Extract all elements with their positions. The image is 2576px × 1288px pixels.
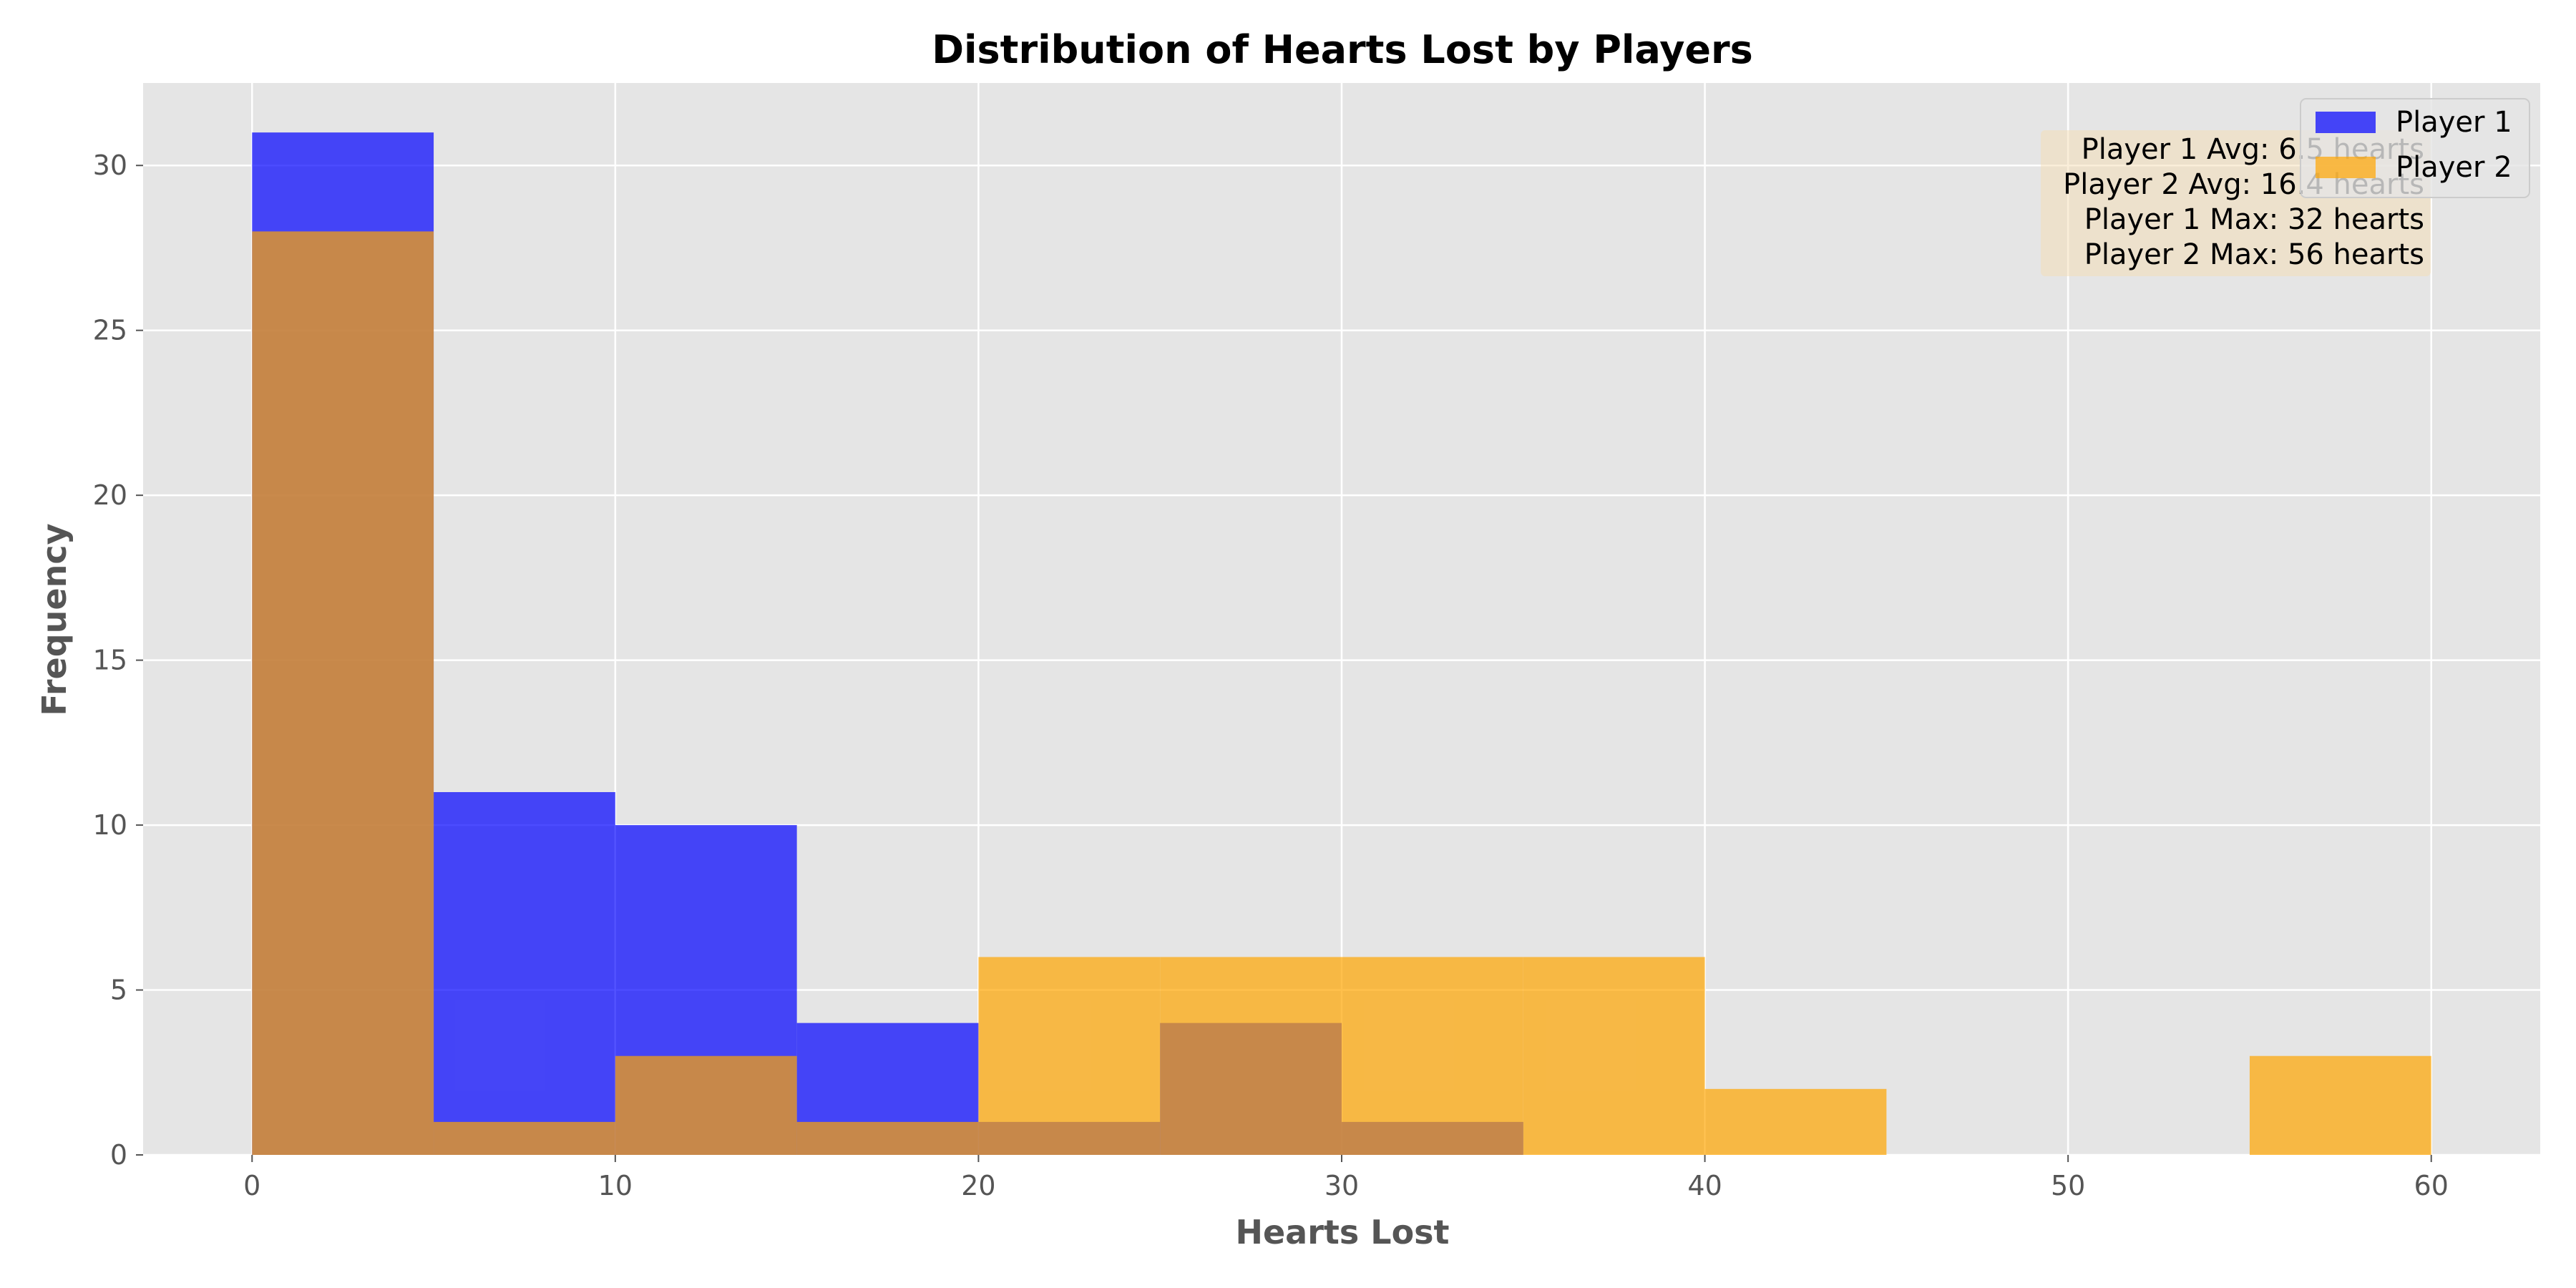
- histogram-bar-player-2: [2249, 1055, 2431, 1155]
- histogram-bar-player-2: [1523, 957, 1705, 1155]
- x-tick-label: 10: [598, 1170, 633, 1201]
- y-tick-label: 10: [93, 809, 127, 841]
- x-tick-label: 50: [2051, 1170, 2085, 1201]
- x-tick-label: 30: [1324, 1170, 1359, 1201]
- y-tick-label: 5: [110, 975, 127, 1006]
- histogram-bars: [252, 132, 2431, 1156]
- chart-title: Distribution of Hearts Lost by Players: [932, 27, 1753, 72]
- histogram-bar-player-2: [615, 1055, 797, 1155]
- x-axis-label: Hearts Lost: [1235, 1213, 1449, 1252]
- histogram-bar-player-2: [434, 1121, 615, 1155]
- legend-label-player-2: Player 2: [2396, 151, 2512, 184]
- annotation-line-p1-max: Player 1 Max: 32 hearts: [2084, 203, 2424, 236]
- axis-ticks: 0 10 20 30 40 50 60 0 5 10 15 20 25 30: [93, 150, 2449, 1201]
- legend: Player 1 Player 2: [2300, 98, 2530, 198]
- y-tick-label: 0: [110, 1139, 127, 1171]
- histogram-bar-player-1: [434, 791, 615, 1155]
- histogram-bar-player-2: [1704, 1088, 1887, 1155]
- histogram-bar-player-2: [1160, 957, 1342, 1155]
- x-tick-label: 60: [2414, 1170, 2449, 1201]
- y-tick-label: 15: [93, 645, 127, 676]
- legend-label-player-1: Player 1: [2396, 106, 2512, 139]
- x-tick-label: 20: [961, 1170, 995, 1201]
- legend-swatch-player-2: [2316, 157, 2376, 178]
- y-tick-label: 20: [93, 479, 127, 511]
- y-tick-label: 30: [93, 150, 127, 181]
- histogram-bar-player-2: [252, 231, 434, 1155]
- y-axis-label: Frequency: [35, 523, 74, 716]
- x-tick-label: 0: [243, 1170, 260, 1201]
- y-tick-label: 25: [93, 315, 127, 346]
- legend-swatch-player-1: [2316, 112, 2376, 133]
- histogram-bar-player-2: [978, 957, 1161, 1155]
- x-tick-label: 40: [1687, 1170, 1722, 1201]
- histogram-bar-player-2: [1342, 957, 1523, 1155]
- annotation-line-p2-max: Player 2 Max: 56 hearts: [2084, 238, 2424, 271]
- histogram-bar-player-2: [796, 1121, 979, 1155]
